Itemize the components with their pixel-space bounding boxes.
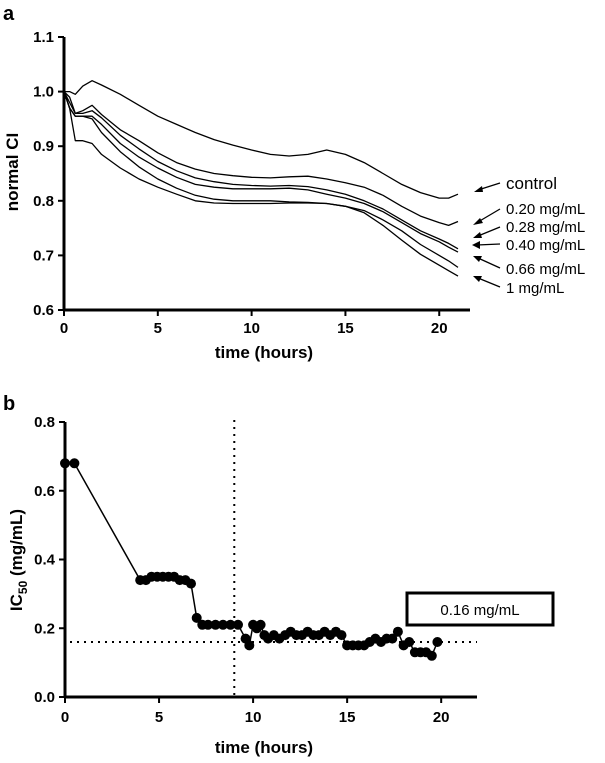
legend-label-0.20: 0.20 mg/mL (506, 201, 585, 218)
legend-label-1: 1 mg/mL (506, 280, 564, 297)
panel-b-xtick-label: 0 (61, 709, 69, 726)
series-line-0.20-mg-mL (63, 91, 459, 227)
series-line-control (64, 80, 459, 199)
arrow-0.20 (477, 208, 501, 223)
legend-label-0.66: 0.66 mg/mL (506, 261, 585, 278)
legend-label-0.28: 0.28 mg/mL (506, 219, 585, 236)
arrow-0.28 (477, 226, 501, 237)
arrowhead-1 (473, 276, 482, 282)
legend-label-control: control (506, 174, 557, 193)
ic50-point (426, 650, 437, 661)
panel-b-ytick-label: 0.6 (34, 483, 55, 500)
panel-a-xtick-label: 5 (154, 320, 162, 337)
panel-b-xtick-label: 10 (245, 709, 262, 726)
ic50-point (387, 633, 398, 644)
arrowhead-0.66 (473, 256, 482, 262)
ic50-point (255, 619, 266, 630)
ic50-point (210, 619, 221, 630)
arrowhead-0.28 (473, 232, 482, 238)
ic50-point (336, 630, 347, 641)
ic50-point (233, 619, 243, 630)
panel-a-y-label: normal CI (3, 133, 22, 211)
ic50-point (432, 637, 443, 647)
y-label-subscript: 50 (16, 580, 30, 594)
panel-b-ytick-label: 0.2 (34, 620, 55, 637)
series-line-0.66-mg-mL (63, 91, 459, 268)
panel-a-xtick-label: 20 (431, 320, 448, 337)
ic50-point (404, 637, 415, 647)
arrowhead-0.40 (472, 241, 480, 249)
panel-b-xtick-label: 5 (155, 709, 163, 726)
legend-arrows (472, 182, 501, 288)
panel-b-ytick-label: 0.8 (34, 414, 55, 431)
panel-b-x-label: time (hours) (215, 738, 313, 757)
panel-a-ticks: 0 5 10 15 20 0.6 0.7 0.8 0.9 1.0 1.1 (33, 29, 447, 337)
ic50-point (191, 612, 202, 623)
arrowhead-control (474, 186, 483, 192)
panel-b: b 0 5 10 15 20 0.0 0.2 0.4 0.6 0.8 time (hours) I… (3, 393, 555, 757)
y-label-ic: IC (7, 594, 26, 611)
ic50-point (225, 619, 236, 630)
panel-b-xtick-label: 20 (433, 709, 450, 726)
panel-b-reference-lines (70, 420, 477, 697)
ic50-point (244, 640, 255, 651)
annotation-label: 0.16 mg/mL (440, 602, 519, 619)
panel-b-ytick-label: 0.4 (34, 552, 56, 569)
ic50-point (218, 619, 228, 630)
ic50-point (203, 619, 213, 630)
series-line-0.28-mg-mL (63, 91, 459, 250)
ic50-point (60, 458, 70, 469)
panel-a-ytick-label: 0.9 (33, 138, 54, 155)
series-line-1-mg-mL (63, 91, 459, 277)
panel-a-ytick-label: 1.1 (33, 29, 54, 46)
panel-a: a 0 5 10 15 20 0.6 0.7 0.8 0.9 1.0 1.1 time (hours… (3, 3, 585, 362)
panel-b-series (60, 458, 443, 661)
annotation-box (405, 591, 555, 627)
panel-a-xtick-label: 0 (60, 320, 68, 337)
panel-a-ytick-label: 0.6 (33, 302, 54, 319)
arrow-0.66 (477, 257, 501, 269)
panel-b-ticks: 0 5 10 15 20 0.0 0.2 0.4 0.6 0.8 (34, 414, 449, 726)
panel-a-letter: a (3, 3, 15, 25)
ic50-point (186, 578, 196, 589)
panel-a-ytick-label: 0.7 (33, 247, 54, 264)
panel-a-xtick-label: 10 (243, 320, 260, 337)
panel-a-x-label: time (hours) (215, 343, 313, 362)
arrowhead-0.20 (473, 218, 483, 225)
arrow-0.40 (476, 243, 501, 246)
ic50-point (392, 626, 403, 637)
panel-b-xtick-label: 15 (339, 709, 356, 726)
ic50-point (69, 458, 80, 469)
y-label-units: (mg/mL) (7, 509, 26, 581)
panel-a-xtick-label: 15 (337, 320, 354, 337)
panel-a-series (63, 80, 459, 277)
panel-b-y-label: IC50 (mg/mL) (7, 509, 30, 611)
panel-b-letter: b (3, 393, 15, 415)
series-line-0.40-mg-mL (63, 91, 459, 253)
arrow-1 (477, 277, 501, 288)
panel-a-ytick-label: 0.8 (33, 193, 54, 210)
panel-b-ytick-label: 0.0 (34, 689, 55, 706)
panel-a-ytick-label: 1.0 (33, 84, 54, 101)
legend-label-0.40: 0.40 mg/mL (506, 237, 585, 254)
